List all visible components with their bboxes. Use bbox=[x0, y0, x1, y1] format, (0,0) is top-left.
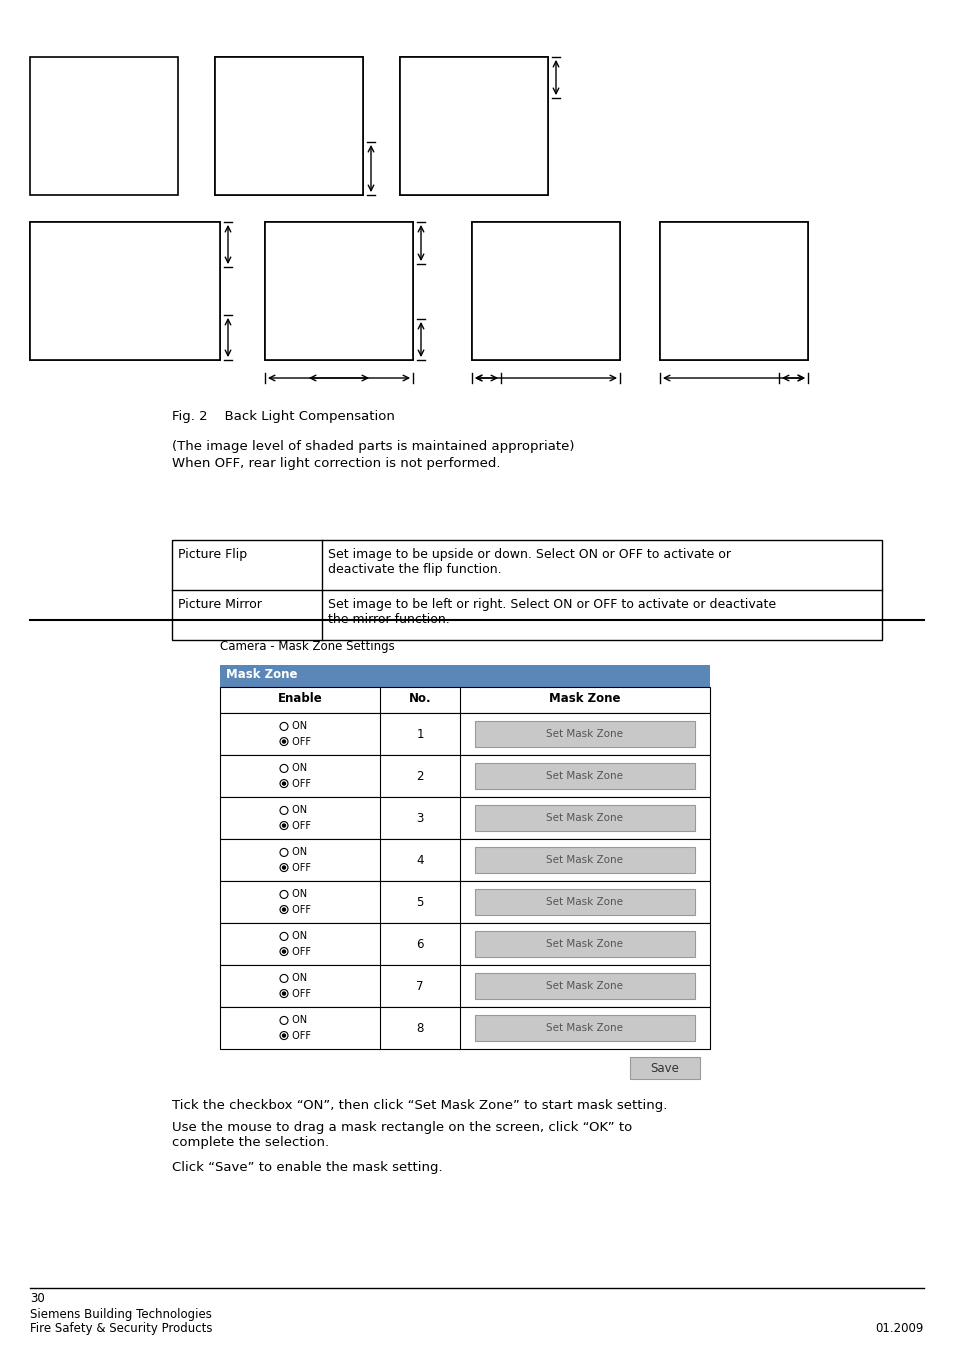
Text: OFF: OFF bbox=[289, 821, 311, 830]
Bar bbox=[220, 755, 709, 796]
Bar bbox=[214, 57, 363, 194]
Text: 30: 30 bbox=[30, 1292, 45, 1305]
Text: OFF: OFF bbox=[289, 863, 311, 872]
Bar bbox=[214, 57, 363, 194]
Text: Set Mask Zone: Set Mask Zone bbox=[546, 813, 623, 823]
Bar bbox=[220, 882, 709, 923]
Text: 3: 3 bbox=[416, 811, 423, 825]
Circle shape bbox=[281, 740, 286, 744]
Text: Picture Mirror: Picture Mirror bbox=[178, 598, 262, 612]
Circle shape bbox=[281, 824, 286, 828]
Text: OFF: OFF bbox=[289, 904, 311, 914]
Bar bbox=[265, 221, 413, 360]
Text: Camera - Mask Zone Settings: Camera - Mask Zone Settings bbox=[220, 640, 395, 653]
Text: Mask Zone: Mask Zone bbox=[226, 668, 297, 680]
Bar bbox=[172, 540, 882, 640]
Text: 6: 6 bbox=[416, 937, 423, 950]
Text: Tick the checkbox “ON”, then click “Set Mask Zone” to start mask setting.: Tick the checkbox “ON”, then click “Set … bbox=[172, 1099, 667, 1112]
Text: Use the mouse to drag a mask rectangle on the screen, click “OK” to
complete the: Use the mouse to drag a mask rectangle o… bbox=[172, 1120, 632, 1149]
Text: Save: Save bbox=[650, 1061, 679, 1075]
Text: No.: No. bbox=[408, 693, 431, 705]
Text: When OFF, rear light correction is not performed.: When OFF, rear light correction is not p… bbox=[172, 458, 500, 470]
Bar bbox=[629, 1057, 700, 1079]
Text: 1: 1 bbox=[416, 728, 423, 741]
Text: OFF: OFF bbox=[289, 988, 311, 999]
Bar bbox=[220, 687, 709, 713]
Text: OFF: OFF bbox=[289, 1030, 311, 1041]
Circle shape bbox=[281, 991, 286, 996]
Bar bbox=[475, 763, 695, 788]
Bar bbox=[30, 221, 220, 360]
Bar bbox=[475, 848, 695, 872]
Bar bbox=[30, 57, 178, 194]
Bar bbox=[475, 721, 695, 747]
Text: ON: ON bbox=[289, 890, 307, 899]
Bar bbox=[659, 221, 807, 360]
Text: Set Mask Zone: Set Mask Zone bbox=[546, 771, 623, 782]
Text: 7: 7 bbox=[416, 980, 423, 992]
Bar bbox=[399, 103, 547, 194]
Circle shape bbox=[281, 1033, 286, 1038]
Bar bbox=[659, 221, 807, 360]
Bar bbox=[220, 666, 709, 687]
Text: ON: ON bbox=[289, 764, 307, 774]
Text: Set Mask Zone: Set Mask Zone bbox=[546, 1023, 623, 1033]
Bar bbox=[475, 931, 695, 957]
Text: ON: ON bbox=[289, 1015, 307, 1026]
Text: 2: 2 bbox=[416, 769, 423, 783]
Text: OFF: OFF bbox=[289, 737, 311, 747]
Bar bbox=[475, 890, 695, 914]
Text: ON: ON bbox=[289, 721, 307, 732]
Bar bbox=[30, 221, 220, 360]
Bar bbox=[475, 806, 695, 830]
Bar bbox=[472, 221, 500, 360]
Text: OFF: OFF bbox=[289, 779, 311, 788]
Text: Set Mask Zone: Set Mask Zone bbox=[546, 940, 623, 949]
Bar bbox=[265, 221, 413, 360]
Text: Enable: Enable bbox=[277, 693, 322, 705]
Bar bbox=[399, 57, 547, 194]
Text: 5: 5 bbox=[416, 895, 423, 909]
Text: ON: ON bbox=[289, 931, 307, 941]
Circle shape bbox=[281, 865, 286, 869]
Bar bbox=[472, 221, 619, 360]
Bar bbox=[30, 267, 220, 315]
Text: OFF: OFF bbox=[289, 946, 311, 957]
Text: Set Mask Zone: Set Mask Zone bbox=[546, 855, 623, 865]
Text: Siemens Building Technologies: Siemens Building Technologies bbox=[30, 1308, 212, 1322]
Text: Set Mask Zone: Set Mask Zone bbox=[546, 729, 623, 738]
Text: Set image to be upside or down. Select ON or OFF to activate or
deactivate the f: Set image to be upside or down. Select O… bbox=[328, 548, 730, 576]
Bar bbox=[220, 838, 709, 882]
Bar bbox=[220, 965, 709, 1007]
Bar bbox=[306, 265, 372, 319]
Bar bbox=[220, 923, 709, 965]
Bar bbox=[779, 221, 807, 360]
Text: ON: ON bbox=[289, 973, 307, 983]
Text: Set Mask Zone: Set Mask Zone bbox=[546, 981, 623, 991]
Text: (The image level of shaded parts is maintained appropriate): (The image level of shaded parts is main… bbox=[172, 440, 574, 454]
Text: Mask Zone: Mask Zone bbox=[549, 693, 620, 705]
Text: 8: 8 bbox=[416, 1022, 423, 1034]
Text: Picture Flip: Picture Flip bbox=[178, 548, 247, 562]
Bar bbox=[475, 1015, 695, 1041]
Text: Set image to be left or right. Select ON or OFF to activate or deactivate
the mi: Set image to be left or right. Select ON… bbox=[328, 598, 776, 626]
Text: Fig. 2    Back Light Compensation: Fig. 2 Back Light Compensation bbox=[172, 410, 395, 423]
Bar bbox=[214, 57, 363, 142]
Bar bbox=[475, 973, 695, 999]
Bar bbox=[220, 1007, 709, 1049]
Text: 01.2009: 01.2009 bbox=[875, 1322, 923, 1335]
Bar bbox=[220, 713, 709, 755]
Text: Fire Safety & Security Products: Fire Safety & Security Products bbox=[30, 1322, 213, 1335]
Text: 4: 4 bbox=[416, 853, 423, 867]
Circle shape bbox=[281, 782, 286, 786]
Bar bbox=[399, 57, 547, 194]
Text: ON: ON bbox=[289, 848, 307, 857]
Text: Click “Save” to enable the mask setting.: Click “Save” to enable the mask setting. bbox=[172, 1161, 442, 1174]
Text: Set Mask Zone: Set Mask Zone bbox=[546, 896, 623, 907]
Bar bbox=[472, 221, 619, 360]
Bar bbox=[220, 796, 709, 838]
Circle shape bbox=[281, 907, 286, 911]
Circle shape bbox=[281, 949, 286, 953]
Text: ON: ON bbox=[289, 806, 307, 815]
